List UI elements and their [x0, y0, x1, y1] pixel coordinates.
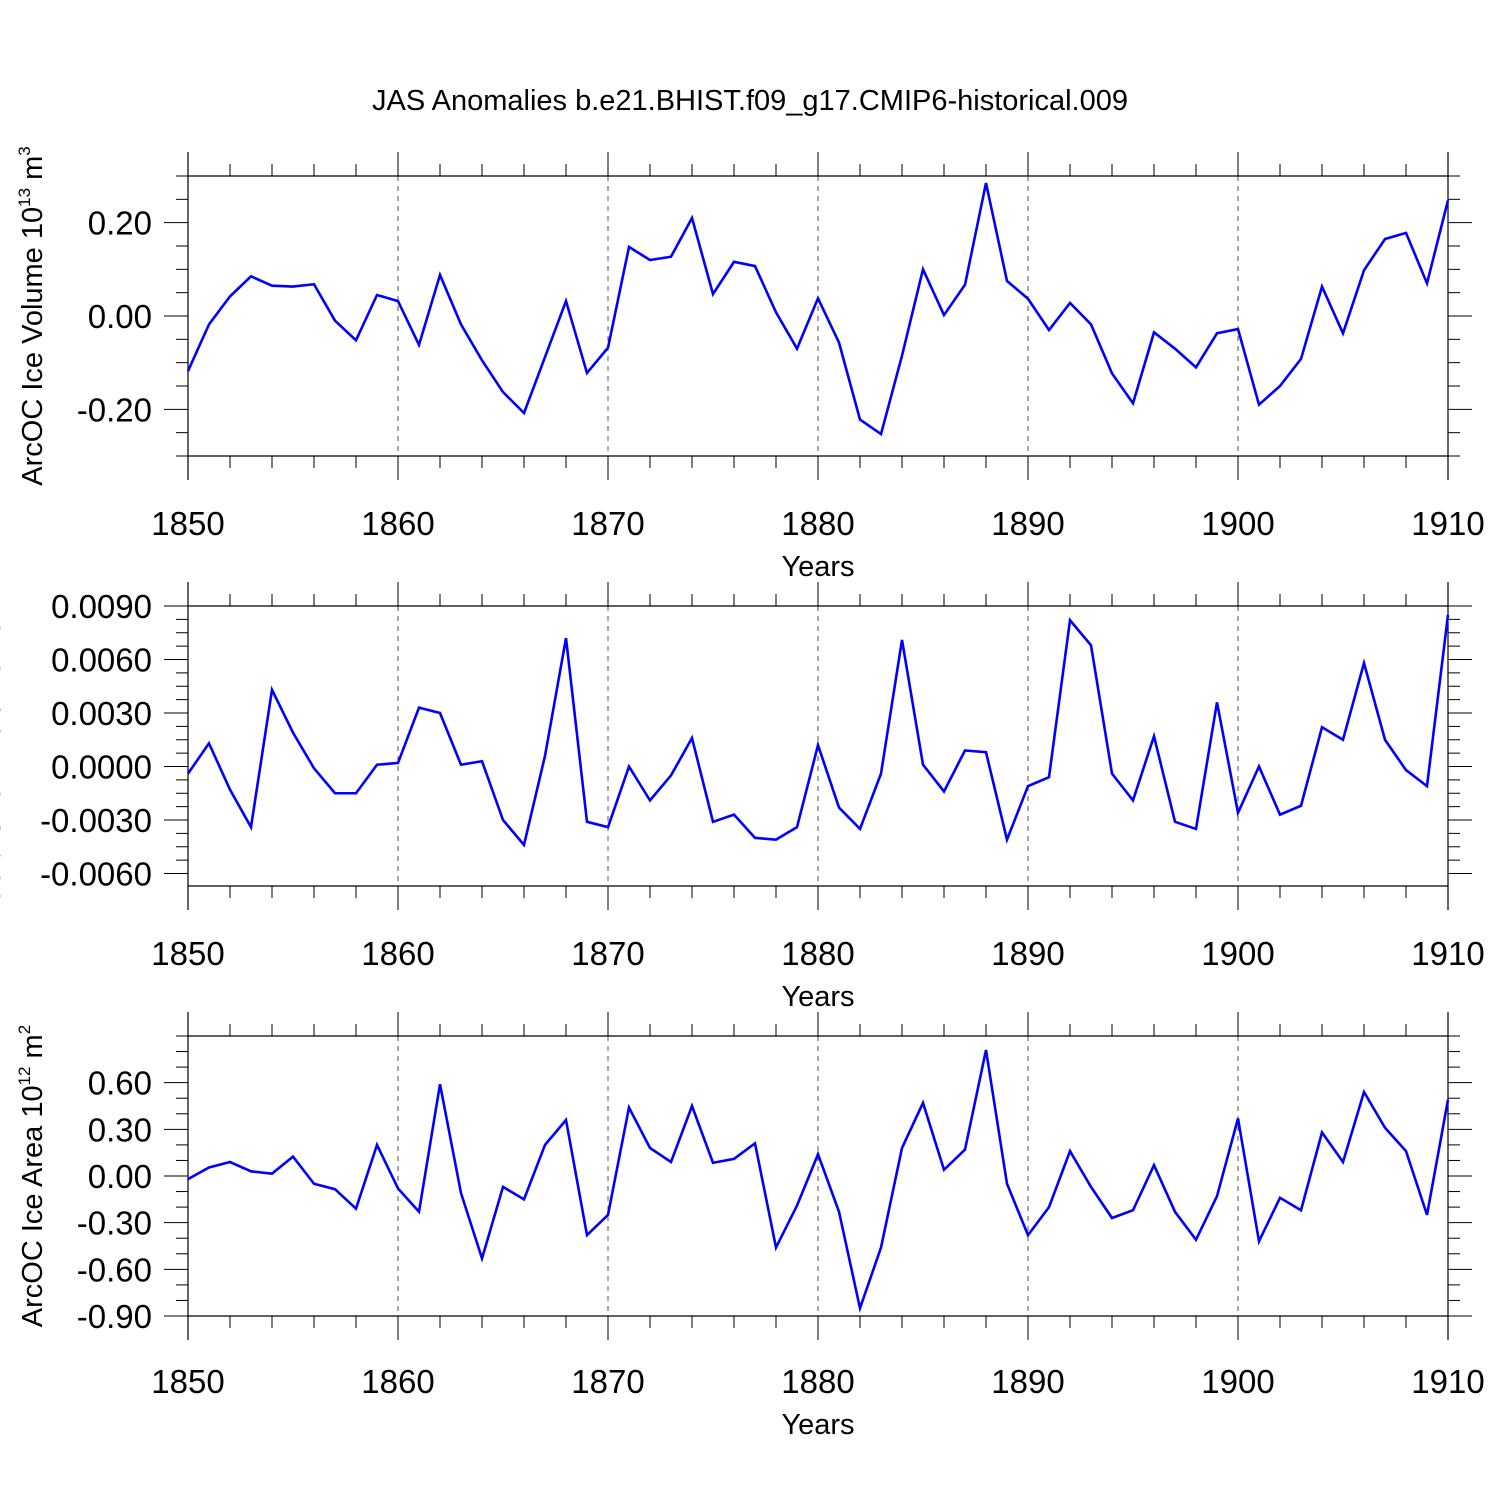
y-tick-label: -0.30	[77, 1205, 152, 1242]
y-tick-label: -0.0030	[40, 802, 152, 839]
x-tick-label: 1910	[1411, 935, 1484, 972]
panels: 1850 1860 1870 1880 1890 1900 1910 -0.20 0.00 0.2…	[0, 146, 1485, 1441]
x-tick-label: 1850	[151, 505, 224, 542]
series-line	[187, 1049, 1450, 1314]
y-tick-label: 0.0090	[51, 588, 152, 625]
x-tick-label: 1870	[571, 935, 644, 972]
series-line	[186, 182, 1450, 437]
y-tick-label: 0.00	[88, 1158, 152, 1195]
y-axis-label-unit: m	[0, 569, 7, 601]
x-tick-label: 1900	[1201, 1363, 1274, 1400]
panel-1: 1850 1860 1870 1880 1890 1900 1910 -0.20 0.00 0.2…	[15, 146, 1485, 583]
x-tick-label: 1860	[361, 1363, 434, 1400]
y-tick-label: -0.90	[77, 1298, 152, 1335]
x-tick-label: 1870	[571, 1363, 644, 1400]
y-axis-label-text: ArcOC Ice Volume 10	[17, 207, 49, 486]
x-tick-label: 1910	[1411, 1363, 1484, 1400]
panel-2: 1850 1860 1870 1880 1890 1900 1910 -0.0060 -0.00…	[0, 559, 1485, 1013]
x-axis-label: Years	[781, 551, 854, 583]
y-axis-label-unit-exponent: 3	[15, 146, 34, 155]
y-tick-label: 0.0030	[51, 695, 152, 732]
y-tick-label: -0.0060	[40, 856, 152, 893]
y-axis-label: ArcOC Ice Area 1012 m2	[15, 1025, 49, 1327]
y-tick-label: -0.20	[77, 391, 152, 428]
x-tick-label: 1900	[1201, 505, 1274, 542]
y-axis-label: ArcOC Ice Volume 1013 m3	[15, 146, 49, 485]
x-axis-label: Years	[781, 981, 854, 1013]
y-tick-label: 0.00	[88, 298, 152, 335]
x-tick-label: 1890	[991, 935, 1064, 972]
x-tick-label: 1880	[781, 505, 854, 542]
series-line	[186, 614, 1450, 848]
x-tick-label: 1850	[151, 1363, 224, 1400]
y-tick-label: 0.0000	[51, 749, 152, 786]
x-tick-label: 1900	[1201, 935, 1274, 972]
y-tick-label: 0.60	[88, 1065, 152, 1102]
panel-3: 1850 1860 1870 1880 1890 1900 1910 -0.90 -0.60 -0…	[15, 1012, 1485, 1441]
x-tick-label: 1910	[1411, 505, 1484, 542]
y-tick-label: 0.0060	[51, 642, 152, 679]
x-tick-label: 1880	[781, 1363, 854, 1400]
x-tick-label: 1890	[991, 1363, 1064, 1400]
y-axis-label-exponent: 12	[15, 1066, 34, 1085]
y-axis-label-text: ArcOC Ice Area 10	[17, 1085, 49, 1327]
y-axis-label-exponent: 13	[15, 188, 34, 207]
x-tick-label: 1860	[361, 935, 434, 972]
y-axis-label: ArcOC Snow Volume 1013 m3	[0, 559, 7, 932]
x-tick-label: 1860	[361, 505, 434, 542]
y-tick-label: 0.20	[88, 205, 152, 242]
y-tick-label: 0.30	[88, 1111, 152, 1148]
x-axis-label: Years	[781, 1409, 854, 1441]
y-axis-label-unit: m	[17, 1034, 49, 1066]
y-tick-label: -0.60	[77, 1251, 152, 1288]
y-axis-label-unit-exponent: 2	[15, 1025, 34, 1034]
x-tick-label: 1880	[781, 935, 854, 972]
y-axis-label-text: ArcOC Snow Volume 10	[0, 620, 7, 933]
x-tick-label: 1870	[571, 505, 644, 542]
figure-title: JAS Anomalies b.e21.BHIST.f09_g17.CMIP6-…	[372, 85, 1128, 117]
x-tick-label: 1850	[151, 935, 224, 972]
y-axis-label-unit: m	[17, 156, 49, 188]
x-tick-label: 1890	[991, 505, 1064, 542]
